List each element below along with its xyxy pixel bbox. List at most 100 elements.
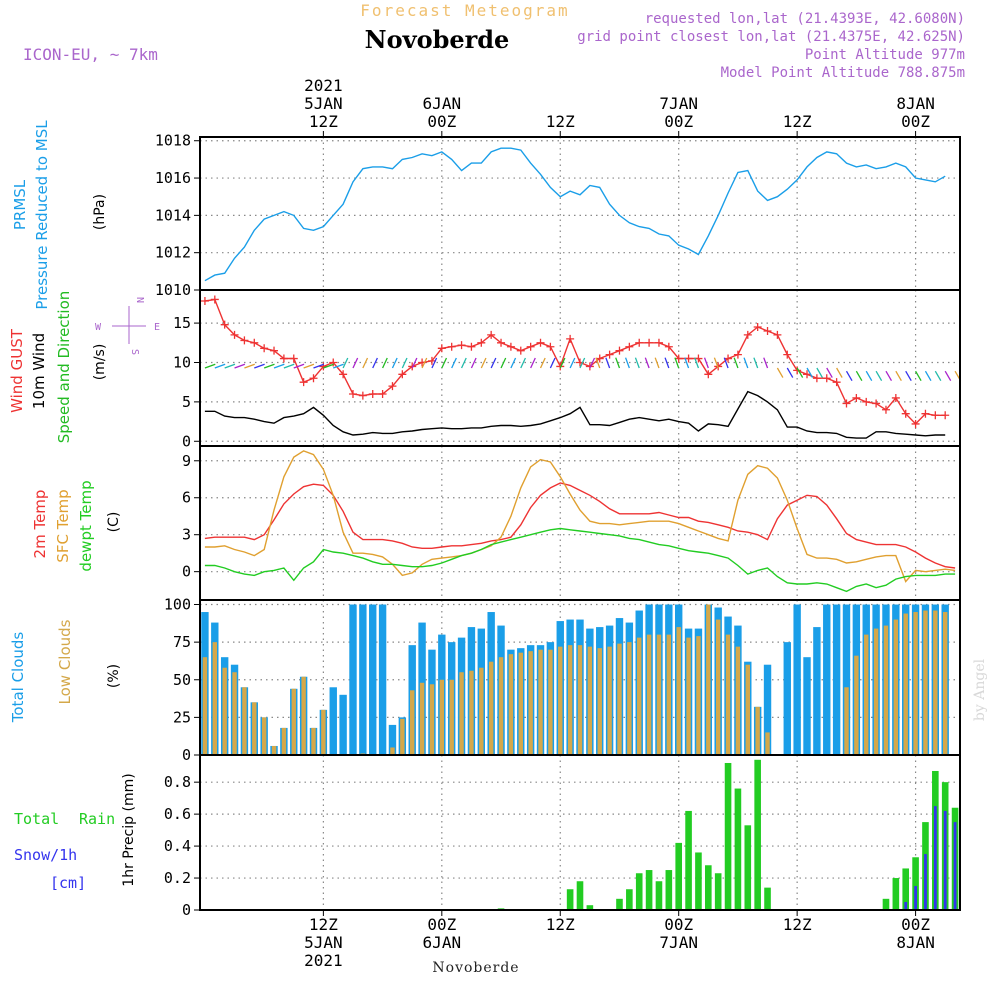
- top-time-label: 12Z: [546, 112, 575, 131]
- rain-bar: [912, 857, 919, 910]
- rain-bar: [685, 810, 692, 910]
- wind-direction-arrow: [382, 357, 388, 369]
- wind-direction-arrow: [451, 357, 457, 369]
- top-time-label: 00Z: [427, 112, 456, 131]
- wind-direction-arrow: [372, 357, 378, 369]
- low-cloud-bar: [923, 610, 928, 755]
- wind-gust-marker: [250, 338, 259, 347]
- low-cloud-bar: [242, 687, 247, 755]
- low-cloud-bar: [518, 652, 523, 755]
- bottom-time-label: 12Z: [783, 915, 812, 934]
- low-cloud-bar: [844, 687, 849, 755]
- wind-direction-arrow: [674, 357, 680, 369]
- wind-gust-marker: [585, 362, 594, 371]
- pressure-ytick-label: 1012: [155, 244, 191, 262]
- wind-gust-marker: [783, 350, 792, 359]
- rain-bar: [754, 759, 761, 910]
- bottom-time-label: 00Z: [664, 915, 693, 934]
- wind-gust-marker: [615, 346, 624, 355]
- temp-ytick-label: 9: [182, 452, 191, 470]
- wind-gust-marker: [891, 393, 900, 402]
- rain-bar: [645, 870, 653, 910]
- wind-direction-arrow: [559, 357, 566, 369]
- wind-gust-marker: [822, 374, 831, 383]
- wind-gust-marker: [556, 362, 565, 371]
- wind-direction-arrow: [875, 370, 883, 382]
- wind-gust-line: [204, 298, 946, 425]
- wind-gust-marker: [388, 382, 397, 391]
- wind-gust-marker: [200, 297, 209, 306]
- temp-ytick-label: 6: [182, 489, 191, 507]
- wind-direction-arrow: [885, 370, 893, 382]
- wind-direction-arrow: [293, 363, 305, 369]
- low-cloud-bar: [607, 646, 612, 755]
- total-cloud-bar: [842, 604, 851, 755]
- wind-gust-marker: [348, 390, 357, 398]
- low-cloud-bar: [617, 643, 622, 755]
- wind-gust-marker: [299, 378, 308, 387]
- snow-bar: [924, 854, 927, 910]
- wind-gust-marker: [773, 330, 782, 339]
- wind-direction-arrow: [763, 357, 769, 369]
- wind-unit: (m/s): [92, 344, 108, 381]
- wind-gust-marker: [497, 338, 506, 347]
- wind-gust-marker: [852, 393, 861, 402]
- rain-bar: [705, 865, 712, 910]
- wind-gust-marker: [743, 330, 752, 339]
- wind-gust-marker: [329, 358, 338, 367]
- low-cloud-bar: [706, 604, 711, 755]
- wind-gust-marker: [309, 374, 318, 383]
- wind-panel-labels: Wind GUST 10m Wind Speed and Direction (…: [8, 291, 160, 444]
- precip-panel: 0 0.2 0.4 0.6 0.8: [164, 755, 960, 919]
- pressure-panel-labels: PRMSL Pressure Reduced to MSL (hPa): [11, 120, 108, 310]
- wind-direction-arrow: [214, 363, 226, 369]
- wind-direction-arrow: [342, 357, 349, 369]
- low-cloud-bar: [281, 727, 287, 755]
- wind-gust-marker: [467, 342, 476, 351]
- wind-direction-arrow: [605, 357, 611, 369]
- low-cloud-bar: [854, 655, 859, 755]
- wind-gust-marker: [724, 354, 733, 363]
- wind-direction-arrow: [664, 357, 670, 369]
- wind-10m-label: 10m Wind: [30, 333, 48, 409]
- pressure-ytick-label: 1010: [155, 281, 191, 299]
- wind-gust-marker: [289, 354, 298, 363]
- precip-ytick-label: 0: [182, 901, 191, 919]
- temp-unit: (C): [106, 512, 122, 533]
- wind-direction-arrow: [244, 363, 255, 369]
- pressure-line: [204, 147, 946, 282]
- wind-direction-arrow: [924, 370, 932, 382]
- snow-unit-label: [cm]: [50, 874, 86, 892]
- wind-direction-arrow: [634, 357, 640, 369]
- low-cloud-bar: [261, 717, 267, 755]
- low-cloud-bar: [567, 645, 573, 755]
- wind-gust-marker: [260, 344, 269, 353]
- low-cloud-bar: [942, 612, 948, 755]
- wind-gust-marker: [832, 378, 841, 387]
- top-time-label: 8JAN: [896, 94, 935, 113]
- wind-direction-arrow: [549, 357, 556, 369]
- temp-sfc-label: SFC Temp: [54, 489, 72, 562]
- wind-gust-marker: [506, 342, 515, 351]
- wind-direction-arrow: [826, 367, 833, 378]
- wind-direction-arrow: [934, 370, 942, 382]
- cloud-ytick-label: 50: [173, 671, 191, 689]
- low-cloud-bar: [202, 657, 208, 755]
- top-time-label: 2021: [304, 76, 343, 95]
- wind-direction-arrow: [915, 370, 922, 382]
- low-cloud-bar: [883, 625, 889, 755]
- low-cloud-bar: [933, 610, 938, 755]
- wind-direction-arrow: [776, 367, 784, 378]
- rain-bar: [892, 878, 900, 910]
- wind-direction-arrow: [460, 357, 467, 369]
- total-cloud-bar: [359, 604, 367, 755]
- wind-gust-marker: [704, 370, 713, 379]
- cloud-panel-labels: Total Clouds Low Clouds (%): [9, 619, 122, 723]
- low-cloud-bar: [488, 661, 494, 755]
- wind-gust-marker: [457, 341, 466, 350]
- total-cloud-bar: [803, 657, 811, 755]
- compass-west: W: [95, 322, 102, 333]
- low-cloud-bar: [212, 642, 218, 755]
- low-cloud-bar: [271, 745, 277, 755]
- top-time-label: 00Z: [664, 112, 693, 131]
